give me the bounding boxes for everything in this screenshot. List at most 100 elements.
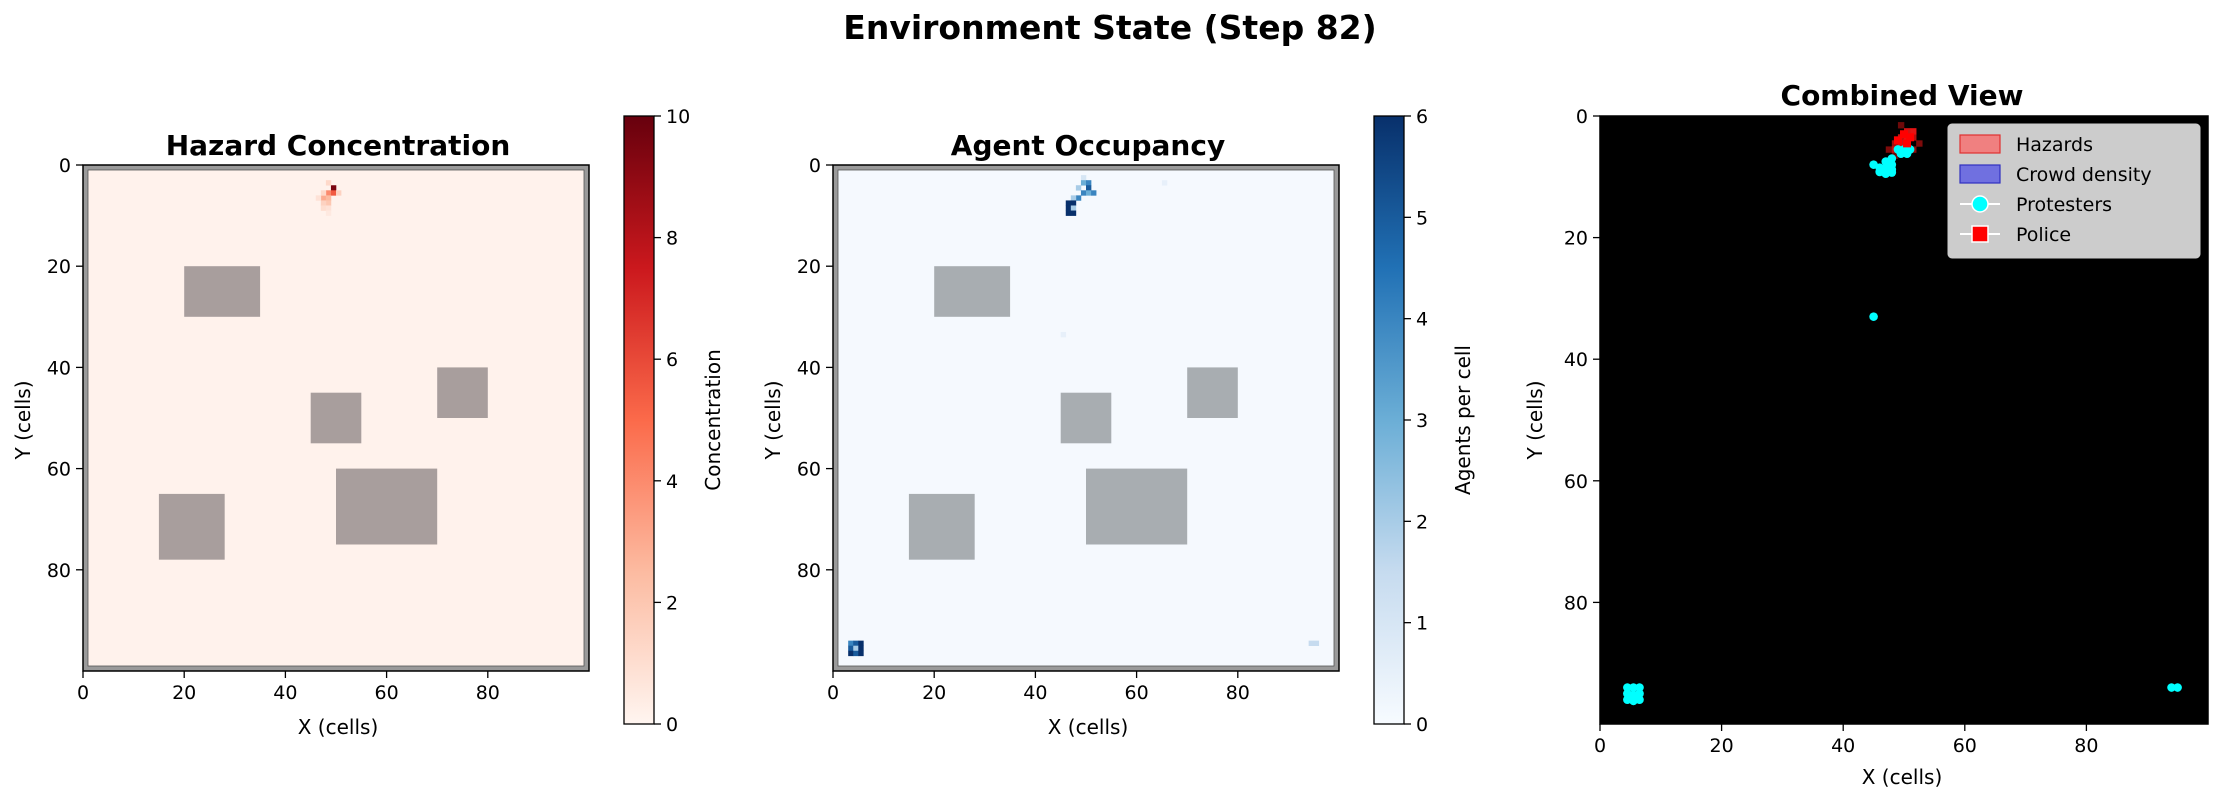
- heatmap-cell: [1075, 195, 1082, 201]
- heatmap-cell: [853, 640, 859, 646]
- protester-point: [2173, 683, 2182, 692]
- y-tick-label: 60: [797, 459, 821, 481]
- combined-panel-title: Combined View: [1781, 79, 2024, 112]
- hazard-heatmap: [82, 164, 590, 672]
- heatmap-cell: [858, 640, 864, 646]
- obstacle: [336, 468, 438, 545]
- hazard-x-ticks: 0 20 40 60 80: [77, 671, 500, 704]
- x-tick-label: 60: [1953, 735, 1977, 757]
- heatmap-cell: [1070, 210, 1077, 216]
- occupancy-y-label: Y (cells): [761, 380, 785, 460]
- heatmap-cell: [1070, 195, 1077, 201]
- hazard-cell: [1910, 128, 1917, 135]
- legend-marker: [1971, 225, 1989, 243]
- protester-point: [2167, 683, 2176, 692]
- heatmap-cell: [1308, 640, 1314, 646]
- hazard-x-label: X (cells): [298, 715, 379, 739]
- occupancy-x-ticks: 0 20 40 60 80: [827, 671, 1250, 704]
- heatmap-cell: [1080, 175, 1087, 181]
- colorbar-tick-label: 1: [1416, 613, 1428, 635]
- heatmap-cell: [325, 210, 332, 216]
- colorbar-tick-label: 5: [1416, 207, 1428, 229]
- police-point: [1906, 133, 1915, 142]
- figure-title: Environment State (Step 82): [843, 8, 1377, 47]
- y-tick-label: 80: [797, 560, 821, 582]
- plot-frame: [832, 164, 1340, 672]
- hazard-cell: [1916, 140, 1923, 147]
- x-tick-label: 80: [1226, 682, 1250, 704]
- heatmap-cell: [1086, 185, 1092, 191]
- combined-x-ticks: 0 20 40 60 80: [1594, 724, 2098, 757]
- police-point: [1893, 136, 1902, 145]
- heatmap-cell: [1070, 205, 1077, 211]
- heatmap-cell: [1065, 205, 1072, 211]
- colorbar-tick-label: 6: [1416, 106, 1428, 128]
- heatmap-cell: [330, 190, 337, 196]
- obstacle: [158, 493, 225, 560]
- colorbar-tick-label: 10: [666, 106, 690, 128]
- colorbar-bar: [1373, 115, 1405, 725]
- heatmap-cell: [320, 205, 327, 211]
- obstacle: [1086, 468, 1188, 545]
- y-tick-label: 0: [1576, 106, 1588, 128]
- heatmap-cell: [853, 645, 859, 652]
- protester-point: [1635, 683, 1644, 692]
- plot-frame: [82, 164, 590, 672]
- heatmap-cell: [1065, 210, 1072, 216]
- x-tick-label: 0: [827, 682, 839, 704]
- hazard-cell: [1897, 122, 1905, 129]
- occupancy-colorbar-label: Agents per cell: [1451, 345, 1475, 495]
- heatmap-cell: [1080, 180, 1087, 186]
- hazard-cell: [1891, 152, 1899, 159]
- wall-border: [83, 165, 589, 671]
- legend-label: Police: [2016, 224, 2071, 246]
- heatmap-cell: [330, 185, 337, 191]
- legend-patch: [1959, 164, 2001, 184]
- combined-y-ticks: 0 20 40 60 80: [1564, 106, 1600, 614]
- legend-label: Hazards: [2016, 134, 2093, 156]
- heatmap-cell: [1065, 200, 1072, 206]
- protester-point: [1635, 689, 1644, 698]
- x-tick-label: 60: [1125, 682, 1149, 704]
- occupancy-heatmap: [832, 164, 1340, 672]
- y-tick-label: 80: [1564, 592, 1588, 614]
- protester-point: [1887, 168, 1897, 177]
- y-tick-label: 0: [59, 155, 71, 177]
- colorbar-tick-label: 4: [1416, 309, 1428, 331]
- heatmap-cell: [858, 650, 864, 657]
- obstacle: [437, 367, 488, 418]
- police-point: [1900, 130, 1908, 139]
- heatmap-cell: [853, 650, 859, 657]
- y-tick-label: 80: [47, 560, 71, 582]
- occupancy-y-ticks: 0 20 40 60 80: [797, 155, 833, 582]
- x-tick-label: 40: [1023, 682, 1047, 704]
- heatmap-cell: [858, 645, 864, 652]
- heatmap-cell: [320, 190, 327, 196]
- protester-point: [1635, 695, 1644, 704]
- wall-border: [833, 165, 1339, 671]
- heatmap-cell: [1060, 331, 1067, 338]
- protester-point: [1869, 312, 1878, 321]
- combined-x-label: X (cells): [1862, 765, 1943, 789]
- heatmap-cell: [325, 205, 332, 211]
- legend-label: Crowd density: [2016, 164, 2152, 186]
- heatmap-cell: [1091, 190, 1097, 196]
- y-tick-label: 20: [47, 256, 71, 278]
- legend-marker: [1971, 195, 1989, 213]
- heatmap-cell: [1313, 640, 1320, 646]
- heatmap-cell: [1086, 180, 1092, 186]
- y-tick-label: 60: [1564, 471, 1588, 493]
- hazard-y-ticks: 0 20 40 60 80: [47, 155, 83, 582]
- colorbar-tick-label: 0: [666, 714, 678, 736]
- x-tick-label: 20: [172, 682, 196, 704]
- hazard-panel-title: Hazard Concentration: [166, 129, 511, 162]
- y-tick-label: 40: [797, 357, 821, 379]
- y-tick-label: 60: [47, 459, 71, 481]
- heatmap-cell: [320, 195, 327, 201]
- colorbar-tick-label: 3: [1416, 410, 1428, 432]
- protester-point: [1902, 149, 1912, 158]
- legend-box: [1947, 123, 2201, 259]
- heatmap-cell: [1080, 190, 1087, 196]
- y-tick-label: 40: [47, 357, 71, 379]
